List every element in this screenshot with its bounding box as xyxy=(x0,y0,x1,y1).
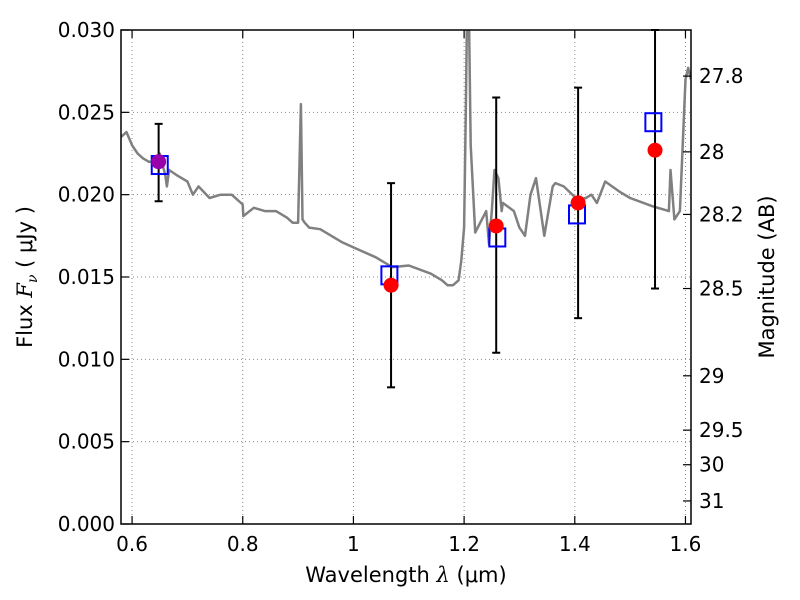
y-tick-label: 0.005 xyxy=(58,430,115,454)
x-tick-label: 0.8 xyxy=(227,532,259,556)
x-axis-title-text: Wavelength xyxy=(305,563,436,587)
x-tick-label: 1 xyxy=(347,532,360,556)
x-axis-title-unit: (μm) xyxy=(450,563,507,587)
y-tick-label: 0.010 xyxy=(58,347,115,371)
x-axis-title-symbol: λ xyxy=(436,563,450,587)
grid xyxy=(121,29,691,525)
x-axis-title: Wavelength λ (μm) xyxy=(305,563,506,587)
y-tick-label: 0.020 xyxy=(58,183,115,207)
observed-point xyxy=(383,277,399,293)
errorbar-layer xyxy=(154,29,660,389)
y-tick-label: 0.000 xyxy=(58,512,115,536)
y-axis-title-subscript: ν xyxy=(25,274,41,283)
y-tick-label: 0.025 xyxy=(58,100,115,124)
observed-point xyxy=(570,195,586,211)
y2-tick-label: 28.5 xyxy=(699,277,744,301)
model-sed-line xyxy=(121,30,691,287)
y2-tick-label: 29.5 xyxy=(699,418,744,442)
y-tick-labels: 0.000 0.005 0.010 0.015 0.020 0.025 0.030 xyxy=(58,18,115,536)
x-tick-label: 0.6 xyxy=(116,532,148,556)
model-point xyxy=(644,112,663,133)
y2-tick-label: 28 xyxy=(699,140,724,164)
y2-tick-label: 29 xyxy=(699,364,724,388)
tick-marks xyxy=(121,29,691,525)
y2-tick-labels: 27.8 28 28.2 28.5 29 29.5 30 31 xyxy=(699,64,744,513)
y2-tick-label: 28.2 xyxy=(699,202,744,226)
y2-tick-label: 30 xyxy=(699,453,724,477)
model-sed-layer xyxy=(121,30,691,287)
y-axis-title-unit: ( μJy ) xyxy=(13,206,37,274)
y-axis-title-symbol: F xyxy=(13,282,37,299)
y-tick-label: 0.015 xyxy=(58,265,115,289)
y2-tick-label: 31 xyxy=(699,489,724,513)
y-tick-label: 0.030 xyxy=(58,18,115,42)
x-tick-label: 1.6 xyxy=(670,532,702,556)
y-axis-title: Flux Fν ( μJy ) xyxy=(13,206,41,348)
observed-point xyxy=(488,218,504,234)
x-tick-label: 1.2 xyxy=(448,532,480,556)
y2-tick-label: 27.8 xyxy=(699,64,744,88)
observed-point xyxy=(647,142,663,158)
x-tick-label: 1.4 xyxy=(559,532,591,556)
y-axis-title-text: Flux xyxy=(13,298,37,348)
observed-point xyxy=(151,154,167,170)
observed-points-layer xyxy=(151,142,663,293)
y2-axis-title: Magnitude (AB) xyxy=(755,195,779,358)
x-tick-labels: 0.6 0.8 1 1.2 1.4 1.6 xyxy=(116,532,701,556)
